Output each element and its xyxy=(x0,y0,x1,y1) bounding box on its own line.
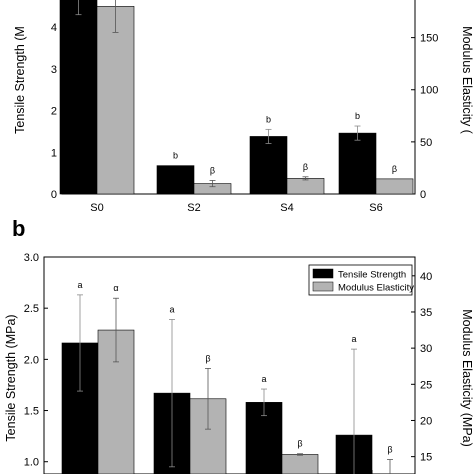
significance-letter: β xyxy=(210,165,215,175)
right-axis-tick-label: 100 xyxy=(420,85,438,97)
legend-entry: Tensile Strength xyxy=(338,270,406,281)
right-axis-tick-label: 0 xyxy=(420,189,426,201)
legend-entry: Modulus Elasticity xyxy=(338,283,414,294)
significance-letter: β xyxy=(303,162,308,172)
significance-letter: a xyxy=(169,304,174,314)
bar xyxy=(156,165,195,195)
left-axis-tick-label: 1.0 xyxy=(24,457,39,469)
significance-letter: b xyxy=(355,111,360,121)
panel-b: 1.0 1.5 2.0 2.5 3.0 15 20 25 30 35 40 Tensile Stren… xyxy=(4,252,474,474)
x-axis-tick-label: S6 xyxy=(369,202,382,214)
significance-letter: b xyxy=(266,114,271,124)
significance-letter: a xyxy=(77,280,82,290)
left-axis-tick-label: 4 xyxy=(51,22,57,34)
right-axis-tick-label: 15 xyxy=(420,452,432,464)
panel-a: 0 1 2 3 4 0 50 100 150 Tensile Strength (M Modulus… xyxy=(13,0,474,214)
plot-frame xyxy=(43,256,416,474)
significance-letter: a xyxy=(261,374,266,384)
left-axis-tick-label: 2.0 xyxy=(24,354,39,366)
significance-letter: a xyxy=(351,334,356,344)
significance-letter: β xyxy=(387,445,392,455)
legend-swatch xyxy=(312,281,334,292)
left-axis-title: Tensile Strength (MPa) xyxy=(4,314,18,441)
panel-b-label: b xyxy=(12,216,25,241)
left-axis-title: Tensile Strength (M xyxy=(13,26,27,134)
right-axis-tick-label: 150 xyxy=(420,33,438,45)
legend-swatch xyxy=(312,268,334,279)
significance-letter: β xyxy=(297,439,302,449)
bar xyxy=(96,6,135,195)
right-axis-tick-label: 50 xyxy=(420,137,432,149)
left-axis-tick-label: 0 xyxy=(51,189,57,201)
significance-letter: β xyxy=(392,164,397,174)
bar xyxy=(375,178,414,195)
x-axis-tick-label: S0 xyxy=(90,202,103,214)
bar xyxy=(59,0,98,195)
left-axis-tick-label: 3.0 xyxy=(24,252,39,264)
bar xyxy=(338,132,377,195)
right-axis-tick-label: 40 xyxy=(420,271,432,283)
left-axis-tick-label: 1 xyxy=(51,147,57,159)
significance-letter: β xyxy=(205,353,210,363)
right-axis-tick-label: 30 xyxy=(420,343,432,355)
left-axis-tick-label: 2 xyxy=(51,106,57,118)
right-axis-tick-label: 25 xyxy=(420,379,432,391)
right-axis-title: Modulus Elasticity ( xyxy=(460,26,474,135)
right-axis-tick-label: 35 xyxy=(420,307,432,319)
x-axis-tick-label: S4 xyxy=(280,202,293,214)
x-axis-tick-label: S2 xyxy=(187,202,200,214)
significance-letter: α xyxy=(113,283,118,293)
bar xyxy=(286,178,325,195)
right-axis-tick-label: 20 xyxy=(420,415,432,427)
left-axis-tick-label: 3 xyxy=(51,64,57,76)
significance-letter: b xyxy=(173,151,178,161)
right-axis-title: Modulus Elasticity (MPa) xyxy=(460,309,474,447)
left-axis-tick-label: 1.5 xyxy=(24,406,39,418)
bar xyxy=(249,136,288,195)
left-axis-tick-label: 2.5 xyxy=(24,303,39,315)
bar xyxy=(281,454,319,474)
